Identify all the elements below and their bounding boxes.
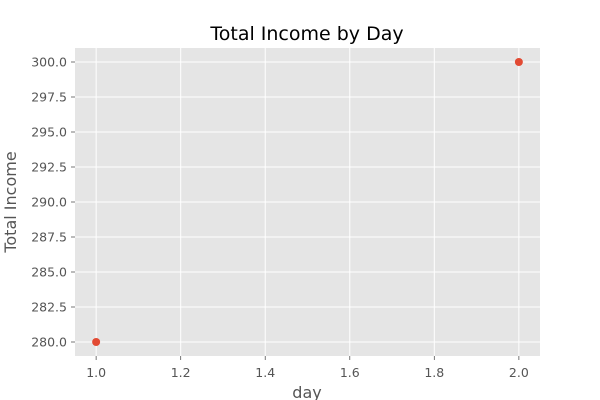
y-axis-label: Total Income [1,151,20,253]
data-points [92,58,523,346]
x-tick-label: 2.0 [509,365,529,380]
y-tick-label: 297.5 [31,90,67,105]
x-tick-label: 1.2 [171,365,191,380]
x-axis-label: day [292,383,321,400]
y-tick-label: 287.5 [31,230,67,245]
y-tick-label: 282.5 [31,300,67,315]
y-axis-ticks: 280.0 282.5 285.0 287.5 290.0 292.5 295.0 297.5… [31,55,75,350]
y-tick-label: 292.5 [31,160,67,175]
chart-title: Total Income by Day [209,23,403,45]
y-tick-label: 285.0 [31,265,67,280]
x-tick-label: 1.0 [86,365,106,380]
data-point [92,338,101,346]
y-tick-label: 290.0 [31,195,67,210]
x-tick-label: 1.6 [340,365,360,380]
grid-lines [75,48,540,356]
x-tick-label: 1.8 [424,365,444,380]
y-tick-label: 295.0 [31,125,67,140]
x-tick-label: 1.4 [255,365,275,380]
x-axis-ticks: 1.0 1.2 1.4 1.6 1.8 2.0 [86,356,529,380]
data-point [514,58,523,66]
y-tick-label: 300.0 [31,55,67,70]
y-tick-label: 280.0 [31,335,67,350]
